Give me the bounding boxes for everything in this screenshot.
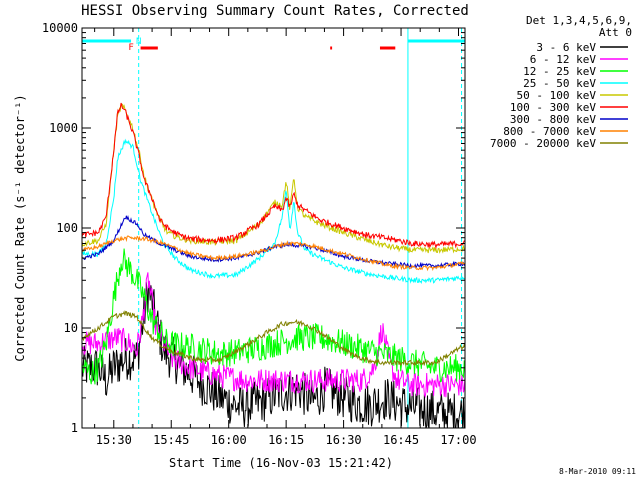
marker-n: N [136, 37, 141, 47]
axes: 15:30 15:45 16:00 16:15 16:30 16:45 17:00 1 10 10… [42, 21, 477, 447]
legend-label: 25 - 50 keV [523, 77, 596, 90]
series-line [82, 272, 465, 399]
y-tick-label: 1 [71, 421, 78, 435]
y-tick-label: 10000 [42, 21, 78, 35]
series-line [82, 102, 465, 250]
y-axis-label: Corrected Count Rate (s⁻¹ detector⁻¹) [13, 94, 27, 361]
series-layer [82, 102, 465, 428]
x-axis-label: Start Time (16-Nov-03 15:21:42) [169, 456, 393, 470]
x-tick-label: 16:30 [326, 433, 362, 447]
legend-header-line-1: Det 1,3,4,5,6,9, [526, 14, 632, 27]
chart-title: HESSI Observing Summary Count Rates, Cor… [81, 3, 469, 19]
legend-label: 100 - 300 keV [510, 101, 596, 114]
x-tick-label: 15:45 [153, 433, 189, 447]
legend-label: 12 - 25 keV [523, 65, 596, 78]
legend-label: 800 - 7000 keV [503, 125, 596, 138]
legend-label: 50 - 100 keV [517, 89, 597, 102]
legend-label: 7000 - 20000 keV [490, 137, 596, 150]
legend-header-line-2: Att 0 [599, 26, 632, 39]
series-line [82, 215, 465, 269]
legend-label: 3 - 6 keV [536, 41, 596, 54]
legend-label: 300 - 800 keV [510, 113, 596, 126]
series-line [82, 235, 465, 272]
series-line [82, 310, 465, 367]
marker-f: F [128, 43, 133, 53]
y-tick-label: 1000 [49, 121, 78, 135]
series-line [82, 138, 465, 285]
x-tick-label: 16:15 [268, 433, 304, 447]
legend-label: 6 - 12 keV [530, 53, 597, 66]
footer-date: 8-Mar-2010 09:11 [559, 467, 636, 476]
series-line [82, 248, 465, 385]
y-tick-label: 100 [56, 221, 78, 235]
x-tick-label: 15:30 [96, 433, 132, 447]
x-tick-label: 16:45 [383, 433, 419, 447]
series-line [82, 103, 465, 254]
y-tick-label: 10 [64, 321, 78, 335]
x-tick-label: 17:00 [440, 433, 476, 447]
x-tick-label: 16:00 [211, 433, 247, 447]
